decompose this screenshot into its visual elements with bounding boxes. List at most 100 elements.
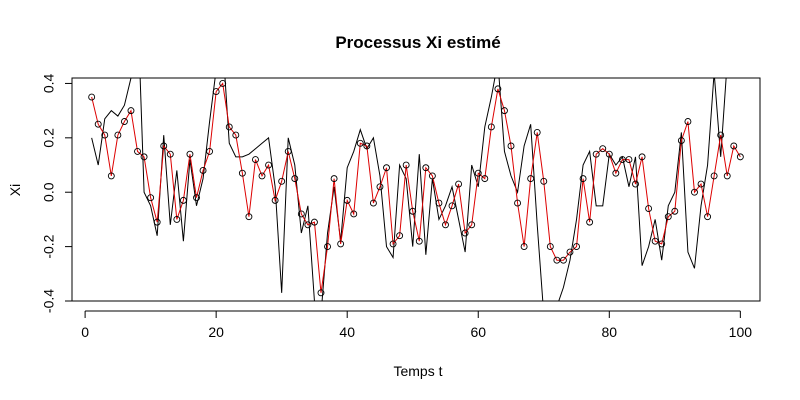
series-2-point — [625, 156, 633, 164]
x-axis-label: Temps t — [393, 363, 442, 379]
y-tick-label: -0.4 — [41, 289, 57, 313]
series-2-point — [153, 218, 161, 226]
series-2-point — [219, 79, 227, 87]
series-2-point — [245, 213, 253, 221]
series-2-point — [507, 142, 515, 150]
series-2-point — [501, 107, 508, 115]
series-2-point — [206, 147, 214, 155]
series-2-point — [566, 248, 574, 256]
series-2-point — [455, 180, 463, 188]
y-tick-label: -0.2 — [41, 234, 57, 258]
series-2-point — [736, 153, 744, 161]
series-2-point — [278, 177, 286, 185]
series-2-point — [356, 139, 364, 147]
series-2-point — [265, 161, 273, 169]
series-2-point — [343, 196, 351, 204]
series-2-point — [317, 289, 325, 297]
series-2-point — [147, 194, 155, 202]
series-2-point — [697, 180, 705, 188]
series-2-point — [487, 123, 495, 131]
series-2-point — [271, 196, 279, 204]
series-2-point — [376, 183, 384, 191]
series-2-point — [369, 199, 377, 207]
y-tick-label: 0.0 — [41, 182, 57, 202]
series-2-point — [730, 142, 738, 150]
x-tick-label: 60 — [470, 324, 486, 340]
series-2-point — [533, 128, 541, 136]
x-tick-label: 20 — [208, 324, 224, 340]
series-2-point — [645, 205, 653, 212]
series-2-point — [586, 218, 594, 226]
series-2-point — [717, 131, 725, 139]
plot-frame — [71, 77, 761, 302]
series-2-point — [553, 256, 561, 264]
series-2-point — [297, 210, 305, 218]
series-line-2 — [91, 82, 741, 293]
series-2-point — [415, 237, 423, 245]
series-2-point — [573, 243, 580, 251]
series-2-point — [474, 169, 482, 177]
series-2-point — [284, 147, 292, 155]
series-2-point — [599, 145, 607, 153]
series-2-point — [435, 199, 443, 207]
series-2-point — [160, 142, 168, 150]
series-2-point — [238, 169, 246, 177]
series-2-point — [514, 199, 522, 207]
series-2-point — [618, 156, 626, 164]
series-2-point — [442, 221, 449, 229]
series-2-point — [605, 150, 613, 158]
series-2-point — [664, 213, 672, 221]
series-2-point — [704, 213, 712, 221]
series-2-point — [677, 137, 685, 144]
series-2-point — [481, 175, 489, 183]
series-2-point — [304, 221, 312, 229]
series-2-point — [671, 207, 679, 215]
y-axis-label: Xi — [7, 184, 23, 196]
series-2-point — [350, 210, 358, 218]
series-2-point — [592, 150, 600, 158]
series-2-point — [225, 123, 233, 131]
x-tick-label: 100 — [729, 324, 753, 340]
series-2-point — [448, 202, 456, 210]
series-2-point — [173, 215, 181, 223]
series-2-point — [396, 232, 404, 240]
series-2-point — [559, 256, 567, 264]
series-2-point — [612, 169, 620, 177]
series-2-point — [166, 150, 174, 158]
series-2-point — [127, 107, 135, 115]
series-2-point — [710, 172, 718, 180]
x-tick-label: 40 — [339, 324, 355, 340]
series-2-point — [579, 175, 587, 183]
series-2-point — [546, 243, 554, 251]
series-2-point — [186, 150, 194, 158]
series-2-point — [101, 131, 109, 139]
series-2-point — [527, 175, 535, 183]
series-2-point — [88, 93, 96, 101]
series-2-point — [252, 156, 259, 164]
series-2-point — [389, 240, 397, 248]
series-2-point — [310, 218, 318, 226]
series-2-point — [134, 147, 141, 155]
series-2-point — [520, 243, 528, 251]
series-2-point — [494, 85, 502, 93]
series-2-point — [337, 240, 345, 248]
series-2-point — [468, 221, 476, 229]
series-layer — [88, 78, 744, 301]
series-2-point — [723, 172, 731, 180]
x-tick-label: 0 — [81, 324, 89, 340]
series-2-point — [383, 164, 390, 172]
series-2-point — [638, 153, 646, 161]
series-2-point — [651, 237, 659, 245]
y-tick-label: 0.2 — [41, 128, 57, 148]
series-2-point — [232, 131, 240, 139]
series-2-point — [193, 194, 200, 202]
series-2-point — [461, 229, 469, 237]
x-axis: 0 20 40 60 80 100 — [81, 310, 753, 340]
series-2-point — [691, 188, 698, 196]
series-2-point — [540, 177, 548, 185]
y-axis: -0.4 -0.2 0.0 0.2 0.4 — [41, 73, 73, 313]
series-2-point — [632, 180, 639, 188]
series-2-point — [120, 118, 128, 125]
series-2-point — [402, 161, 410, 169]
